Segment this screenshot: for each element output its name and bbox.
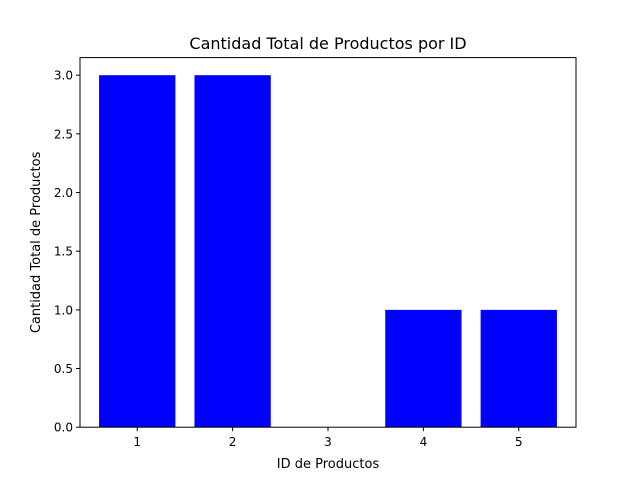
x-tick-label-2: 2 (229, 435, 237, 449)
y-tick-label-5: 2.5 (54, 127, 73, 141)
y-tick-label-6: 3.0 (54, 69, 73, 83)
chart-title: Cantidad Total de Productos por ID (189, 34, 466, 53)
x-axis-ticks: 1 2 3 4 5 (133, 427, 523, 449)
bar-2 (194, 75, 271, 428)
y-tick-label-1: 0.5 (54, 362, 73, 376)
x-tick-label-4: 4 (420, 435, 428, 449)
y-axis-label: Cantidad Total de Productos (29, 151, 44, 333)
x-tick-label-1: 1 (133, 435, 141, 449)
x-tick-label-5: 5 (515, 435, 523, 449)
bar-1 (99, 75, 176, 428)
y-tick-label-4: 2.0 (54, 186, 73, 200)
y-tick-label-2: 1.0 (54, 303, 73, 317)
x-tick-label-3: 3 (324, 435, 332, 449)
bar-4 (385, 309, 462, 428)
x-axis-label: ID de Productos (277, 457, 380, 472)
y-tick-label-0: 0.0 (54, 421, 73, 435)
bar-5 (480, 309, 557, 428)
y-tick-label-3: 1.5 (54, 245, 73, 259)
y-axis-ticks: 0.0 0.5 1.0 1.5 2.0 2.5 3.0 (54, 69, 80, 435)
bars-layer (99, 75, 557, 428)
